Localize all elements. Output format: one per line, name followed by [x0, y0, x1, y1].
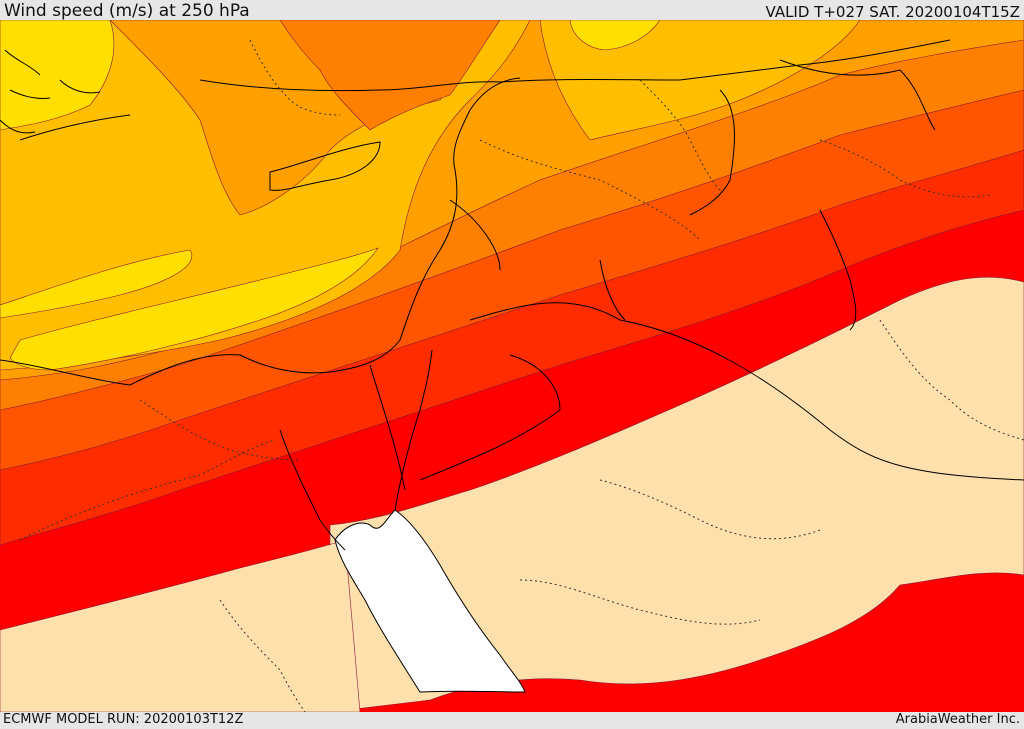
wind-band-1 — [9, 247, 379, 371]
province-line-7 — [639, 79, 721, 191]
coastline-turkey — [199, 39, 951, 92]
province-line-2 — [139, 399, 301, 461]
crete — [19, 114, 131, 141]
border-4 — [599, 259, 626, 321]
aqaba-coast — [394, 349, 433, 511]
wind-band-2-ne — [539, 20, 861, 141]
red-sea — [334, 509, 526, 693]
border-6 — [779, 59, 936, 131]
province-line-1 — [19, 439, 276, 541]
credit: ArabiaWeather Inc. — [895, 712, 1020, 727]
province-line-5 — [879, 319, 1024, 441]
border-2 — [469, 302, 1024, 481]
border-1 — [369, 364, 406, 491]
province-line-3 — [599, 479, 821, 540]
footer-bar: ECMWF MODEL RUN: 20200103T12Z ArabiaWeat… — [0, 712, 1024, 729]
gulf-coast — [819, 209, 857, 331]
wind-map[interactable] — [0, 20, 1024, 712]
border-7 — [449, 199, 501, 271]
model-run: ECMWF MODEL RUN: 20200103T12Z — [3, 712, 244, 727]
border-3 — [419, 354, 561, 481]
wind-band-4-n — [279, 20, 501, 131]
calm-land-africa — [0, 539, 361, 712]
aegean-islands — [0, 49, 101, 134]
cyprus — [269, 141, 381, 191]
province-line-6 — [479, 139, 701, 241]
wind-band-1-nw — [0, 20, 115, 131]
valid-time: VALID T+027 SAT. 20200104T15Z — [765, 3, 1020, 21]
border-5 — [689, 89, 735, 216]
title-bar: Wind speed (m/s) at 250 hPa VALID T+027 … — [0, 0, 1024, 21]
sinai-coast — [279, 429, 346, 551]
map-title: Wind speed (m/s) at 250 hPa — [4, 1, 250, 21]
wind-band-1-ne — [569, 20, 661, 51]
wind-band-1-w — [0, 249, 193, 319]
coastline-med — [0, 77, 521, 386]
province-line-9 — [819, 139, 991, 198]
